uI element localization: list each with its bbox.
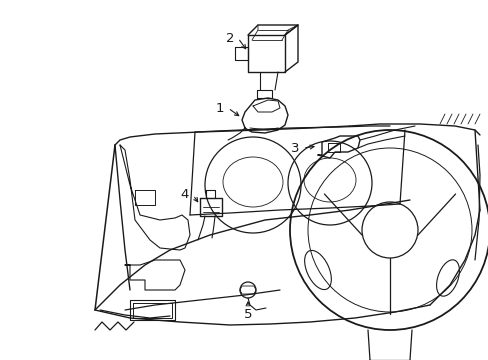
Text: 1: 1 [215, 102, 224, 114]
Text: 2: 2 [225, 31, 234, 45]
Text: 3: 3 [290, 141, 299, 154]
Text: 4: 4 [181, 189, 189, 202]
Text: 5: 5 [243, 309, 252, 321]
